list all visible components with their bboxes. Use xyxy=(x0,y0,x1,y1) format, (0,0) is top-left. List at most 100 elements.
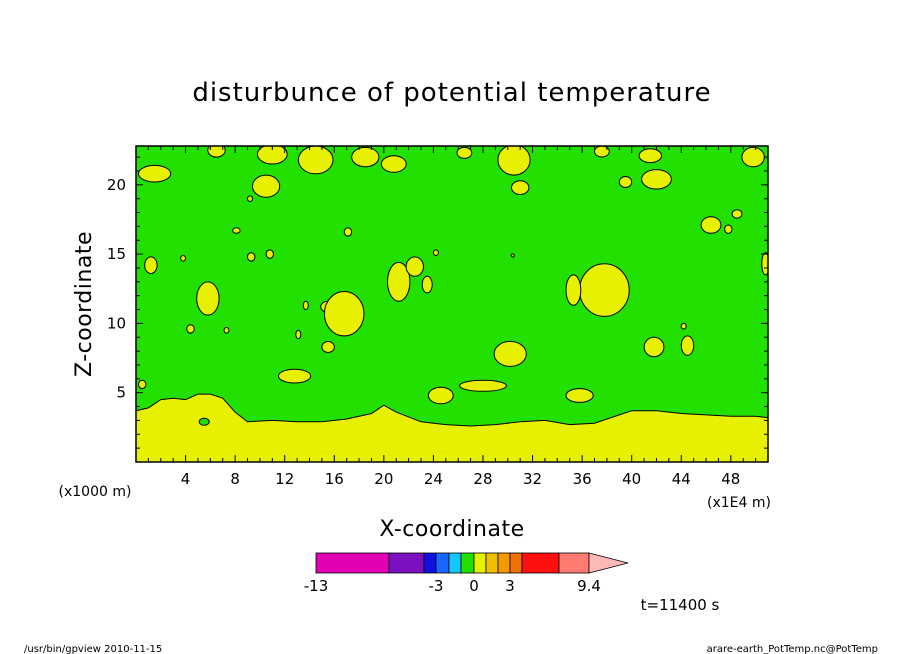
colorbar-label: 3 xyxy=(505,577,515,595)
warm-anomaly-patch xyxy=(323,291,365,337)
warm-anomaly-patch xyxy=(223,327,230,334)
warm-anomaly-patch xyxy=(144,256,158,275)
colorbar xyxy=(315,552,629,574)
warm-anomaly-patch xyxy=(731,209,743,219)
colorbar-segment xyxy=(460,552,475,574)
x-axis-ticks: 4 8 12 16 20 24 28 32 36 40 44 48 xyxy=(135,146,769,488)
warm-anomaly-patch xyxy=(579,263,630,317)
warm-anomaly-patch xyxy=(232,227,241,234)
colorbar-segment xyxy=(435,552,450,574)
warm-anomaly-patch xyxy=(297,146,334,175)
warm-anomaly-patch xyxy=(459,379,507,392)
y-tick-label: 5 xyxy=(116,384,126,402)
y-axis-ticks: 5 10 15 20 xyxy=(107,156,768,463)
cool-anomaly-patch xyxy=(198,417,210,426)
colorbar-segment xyxy=(448,552,462,574)
warm-anomaly-patch xyxy=(405,256,424,277)
warm-anomaly-patch xyxy=(565,388,594,403)
x-tick-label: 44 xyxy=(672,470,691,488)
warm-anomaly-patch xyxy=(343,227,353,237)
x-tick-label: 12 xyxy=(275,470,294,488)
warm-anomaly-patch xyxy=(700,216,722,234)
warm-anomaly-patch xyxy=(761,252,768,276)
warm-anomaly-patch xyxy=(380,155,407,173)
warm-anomaly-patch xyxy=(680,335,695,356)
warm-anomaly-patch xyxy=(252,174,281,198)
colorbar-label: -13 xyxy=(304,577,329,595)
warm-anomaly-patch xyxy=(511,180,530,196)
chart-title: disturbunce of potential temperature xyxy=(192,78,711,108)
warm-anomaly-patch xyxy=(638,148,662,164)
warm-anomaly-patch xyxy=(265,249,274,259)
warm-anomaly-patch xyxy=(421,275,433,294)
footer-right: arare-earth_PotTemp.nc@PotTemp xyxy=(707,644,878,654)
x-tick-label: 28 xyxy=(473,470,492,488)
colorbar-segment xyxy=(315,552,390,574)
warm-anomaly-patch xyxy=(427,386,454,405)
warm-anomaly-patch xyxy=(510,253,515,258)
warm-anomaly-patch xyxy=(497,146,531,176)
warm-anomaly-patch xyxy=(741,146,765,168)
warm-anomaly-patch xyxy=(196,281,220,316)
background-level-fill xyxy=(136,146,768,462)
warm-anomaly-patch xyxy=(724,224,733,234)
warm-anomaly-patch xyxy=(643,336,665,358)
x-tick-label: 24 xyxy=(424,470,443,488)
colorbar-segment xyxy=(388,552,425,574)
warm-anomaly-patch xyxy=(256,146,288,165)
warm-anomaly-patch xyxy=(247,195,253,202)
plot-area xyxy=(135,145,769,463)
warm-anomaly-patch xyxy=(351,146,380,168)
x-unit-left: (x1000 m) xyxy=(59,484,132,500)
colorbar-segment xyxy=(509,552,523,574)
x-tick-label: 48 xyxy=(721,470,740,488)
y-axis-label: Z-coordinate xyxy=(72,231,97,377)
warm-anomaly-patch xyxy=(207,146,226,158)
time-label: t=11400 s xyxy=(641,596,720,614)
warm-anomaly-patch xyxy=(618,176,633,188)
x-tick-label: 4 xyxy=(181,470,191,488)
x-tick-label: 36 xyxy=(573,470,592,488)
x-tick-label: 16 xyxy=(325,470,344,488)
footer-left: /usr/bin/gpview 2010-11-15 xyxy=(24,644,162,654)
colorbar-segment xyxy=(558,552,590,574)
x-tick-label: 40 xyxy=(622,470,641,488)
x-axis-label: X-coordinate xyxy=(379,517,524,542)
colorbar-label: -3 xyxy=(429,577,444,595)
warm-anomaly-patch xyxy=(186,324,195,334)
warm-anomaly-patch xyxy=(641,169,672,190)
warm-anomaly-patch xyxy=(321,341,335,353)
warm-anomaly-patch xyxy=(680,322,687,330)
x-unit-right: (x1E4 m) xyxy=(707,495,771,511)
warm-anomaly-patch xyxy=(456,146,473,159)
warm-anomaly-patch xyxy=(180,254,187,262)
colorbar-segment xyxy=(497,552,511,574)
warm-anomaly-patch xyxy=(594,146,610,158)
warm-anomaly-patch xyxy=(247,252,256,262)
x-tick-label: 20 xyxy=(374,470,393,488)
y-tick-label: 15 xyxy=(107,245,126,263)
colorbar-segment xyxy=(423,552,437,574)
colorbar-segment xyxy=(485,552,499,574)
plot-frame xyxy=(135,145,769,463)
colorbar-labels: -13 -3 0 3 9.4 xyxy=(304,577,601,595)
colorbar-segment xyxy=(473,552,487,574)
warm-anomaly-patch xyxy=(493,340,527,367)
warm-anomaly-patch xyxy=(387,261,411,302)
colorbar-extend-arrow xyxy=(588,552,629,574)
colorbar-label: 0 xyxy=(469,577,479,595)
x-tick-label: 32 xyxy=(523,470,542,488)
y-tick-label: 20 xyxy=(107,176,126,194)
warm-anomaly-patch xyxy=(138,164,172,183)
boundary-layer-region xyxy=(136,393,768,462)
colorbar-segment xyxy=(521,552,560,574)
colorbar-label: 9.4 xyxy=(577,577,601,595)
warm-anomaly-patch xyxy=(432,249,439,256)
warm-anomaly-patch xyxy=(278,368,312,384)
warm-anomaly-patch xyxy=(565,274,582,306)
x-tick-label: 8 xyxy=(230,470,240,488)
warm-anomaly-patch xyxy=(302,300,309,311)
warm-anomaly-patch xyxy=(138,379,147,390)
